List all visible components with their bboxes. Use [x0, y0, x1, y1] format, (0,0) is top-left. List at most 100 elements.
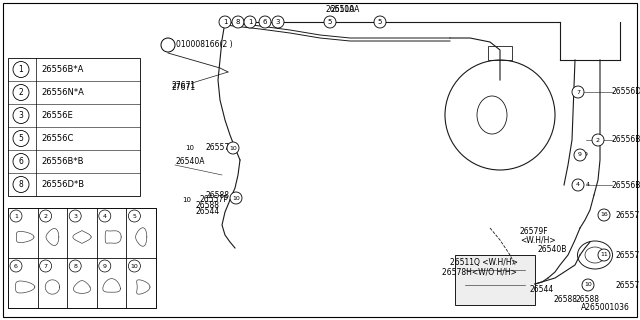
- Circle shape: [10, 260, 22, 272]
- Circle shape: [574, 149, 586, 161]
- Circle shape: [598, 249, 610, 261]
- Text: 26556B*D: 26556B*D: [612, 180, 640, 189]
- Circle shape: [10, 210, 22, 222]
- Text: 26557P: 26557P: [205, 143, 234, 153]
- Text: 4: 4: [586, 182, 590, 188]
- Text: 5: 5: [132, 213, 136, 219]
- Text: 5: 5: [19, 134, 24, 143]
- Text: 8: 8: [73, 263, 77, 268]
- Text: 3: 3: [19, 111, 24, 120]
- Text: 26556C: 26556C: [41, 134, 74, 143]
- Circle shape: [374, 16, 386, 28]
- Circle shape: [244, 16, 256, 28]
- Text: 16: 16: [600, 212, 608, 218]
- Circle shape: [69, 260, 81, 272]
- Circle shape: [13, 84, 29, 100]
- Circle shape: [129, 260, 140, 272]
- Text: 6: 6: [263, 19, 268, 25]
- Text: 27671: 27671: [172, 84, 196, 92]
- Text: 16: 16: [600, 212, 608, 218]
- Circle shape: [572, 86, 584, 98]
- Text: 1: 1: [223, 19, 227, 25]
- Text: 5: 5: [378, 19, 382, 25]
- Circle shape: [232, 16, 244, 28]
- Text: 4: 4: [103, 213, 107, 219]
- Text: 9: 9: [103, 263, 107, 268]
- Text: 6: 6: [14, 263, 18, 268]
- Text: 26557P: 26557P: [615, 251, 640, 260]
- Circle shape: [13, 131, 29, 147]
- Text: 6: 6: [19, 157, 24, 166]
- Bar: [67, 258, 97, 308]
- Text: <W.H/H>: <W.H/H>: [520, 236, 556, 244]
- Text: 26510A: 26510A: [325, 5, 355, 14]
- Circle shape: [219, 16, 231, 28]
- Text: 26588: 26588: [195, 201, 219, 210]
- Circle shape: [40, 260, 52, 272]
- Bar: [8, 58, 140, 196]
- Text: 26556D*A: 26556D*A: [612, 87, 640, 97]
- Bar: [8, 208, 156, 308]
- Text: 8: 8: [19, 180, 24, 189]
- Text: 26540B: 26540B: [538, 245, 568, 254]
- Text: 1: 1: [14, 213, 18, 219]
- Text: 26544: 26544: [530, 285, 554, 294]
- Circle shape: [99, 210, 111, 222]
- Bar: [488, 46, 512, 60]
- Text: 26556B*A: 26556B*A: [41, 65, 83, 74]
- Bar: [38, 258, 67, 308]
- Text: 9: 9: [584, 153, 588, 157]
- Text: 26588: 26588: [205, 190, 229, 199]
- Text: 26511Q <W.H/H>: 26511Q <W.H/H>: [450, 258, 518, 267]
- Bar: [97, 208, 127, 258]
- Text: 26579F: 26579F: [520, 228, 548, 236]
- Text: 2: 2: [596, 138, 600, 142]
- Circle shape: [129, 210, 140, 222]
- Circle shape: [40, 210, 52, 222]
- Circle shape: [230, 192, 242, 204]
- Text: 10: 10: [182, 197, 191, 203]
- Circle shape: [324, 16, 336, 28]
- Circle shape: [582, 279, 594, 291]
- Text: 26588: 26588: [576, 295, 600, 305]
- Bar: [8, 208, 38, 258]
- Text: 26556E: 26556E: [41, 111, 73, 120]
- Text: 26556D*B: 26556D*B: [41, 180, 84, 189]
- Bar: [127, 258, 156, 308]
- Text: 26540A: 26540A: [175, 157, 205, 166]
- Text: 9: 9: [578, 153, 582, 157]
- Circle shape: [161, 38, 175, 52]
- Circle shape: [99, 260, 111, 272]
- Text: 2: 2: [44, 213, 47, 219]
- Text: 26557P: 26557P: [615, 281, 640, 290]
- Text: 7: 7: [44, 263, 47, 268]
- Circle shape: [13, 61, 29, 77]
- Circle shape: [69, 210, 81, 222]
- Bar: [127, 208, 156, 258]
- Circle shape: [13, 154, 29, 170]
- Text: B: B: [166, 42, 170, 48]
- Text: 26544: 26544: [195, 207, 220, 217]
- Text: 3: 3: [73, 213, 77, 219]
- Bar: [67, 208, 97, 258]
- Text: 10: 10: [584, 283, 592, 287]
- Circle shape: [13, 177, 29, 193]
- Circle shape: [598, 209, 610, 221]
- Text: 1: 1: [19, 65, 24, 74]
- Text: 5: 5: [328, 19, 332, 25]
- Circle shape: [259, 16, 271, 28]
- Text: 26510A: 26510A: [330, 5, 360, 14]
- Text: 27671: 27671: [172, 81, 196, 90]
- Text: 11: 11: [600, 252, 608, 258]
- Bar: [455, 255, 535, 305]
- Text: 7: 7: [576, 90, 580, 94]
- Circle shape: [227, 142, 239, 154]
- Text: 2: 2: [19, 88, 24, 97]
- Text: 10: 10: [185, 145, 194, 151]
- Text: 8: 8: [236, 19, 240, 25]
- Circle shape: [592, 134, 604, 146]
- Text: 10: 10: [229, 146, 237, 150]
- Text: 26557P: 26557P: [200, 196, 229, 204]
- Text: 1: 1: [248, 19, 252, 25]
- Text: 26557P: 26557P: [615, 211, 640, 220]
